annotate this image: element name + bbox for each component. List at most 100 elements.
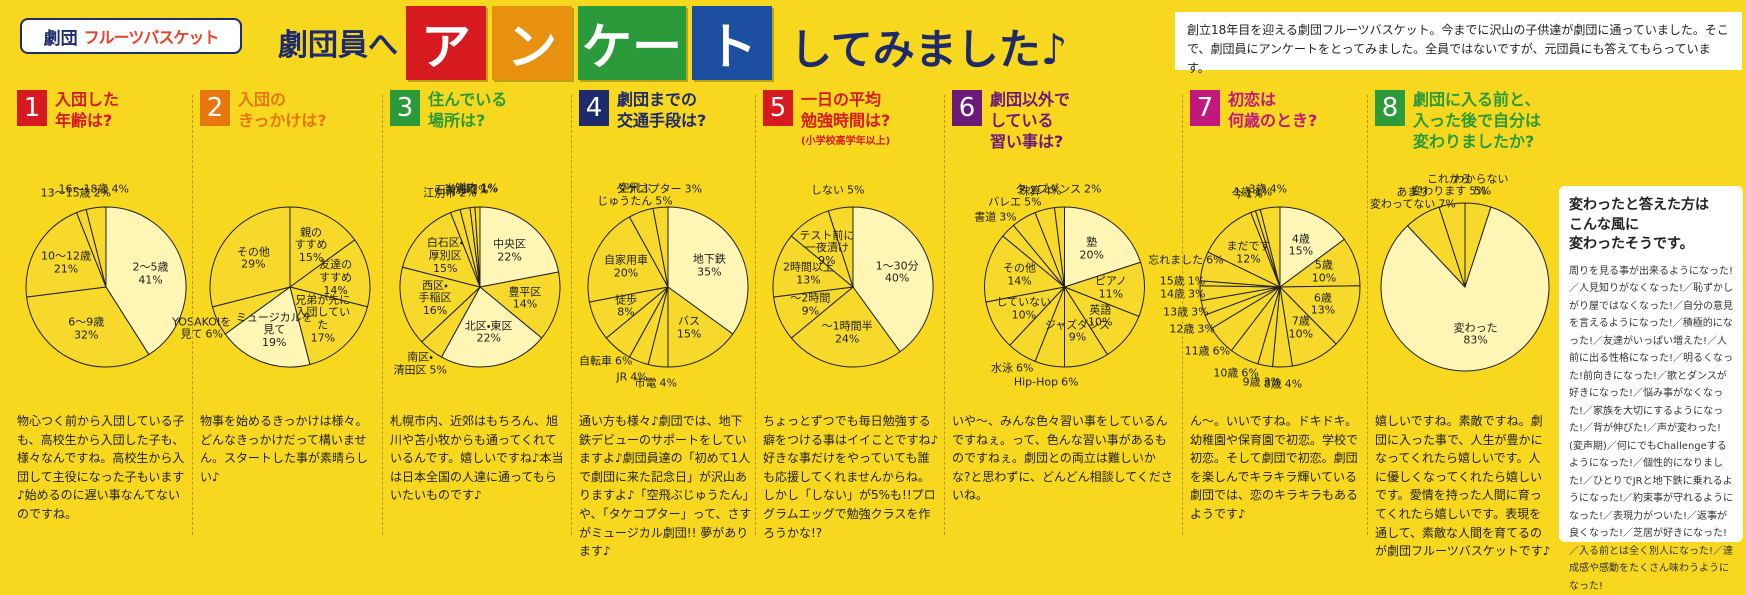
slice-category: ピアノ bbox=[1094, 274, 1127, 288]
slice-value: 3% bbox=[1187, 287, 1206, 301]
slice-value: 21% bbox=[53, 262, 79, 276]
pie-slice bbox=[289, 206, 356, 288]
comment: ちょっとずつでも毎日勉強する癖をつける事はイイことですね♪好きな事だけをやってい… bbox=[763, 414, 939, 540]
slice-category: ～1時間半 bbox=[821, 319, 873, 333]
slice-value: 6% bbox=[1061, 375, 1079, 389]
slice-category: 14歳 bbox=[1159, 287, 1185, 301]
slice-label: 6～9歳 32% bbox=[68, 316, 104, 341]
question-column: 4 劇団までの 交通手段は? 地下鉄 35% バス 15% 市電 4% JR 4% 自転車 6% 徒歩 8… bbox=[579, 90, 757, 558]
pie-chart bbox=[587, 206, 749, 368]
slice-category: バレエ bbox=[988, 195, 1022, 209]
slice-label: 石狩市 2% bbox=[434, 183, 489, 198]
slice-category: 塾 bbox=[1086, 235, 1098, 249]
slice-category: 16～18歳 bbox=[58, 182, 109, 196]
question-head: 5 一日の平均 勉強時間は? bbox=[763, 90, 943, 132]
side-title: 変わったと答えた方は こんな風に 変わったそうです。 bbox=[1569, 197, 1709, 253]
slice-value: 29% bbox=[241, 257, 266, 271]
slice-category: その他 bbox=[1003, 261, 1037, 275]
headline-blocks: ア ン ケー ト bbox=[406, 6, 772, 80]
slice-category: 石狩市 bbox=[434, 183, 468, 197]
slice-value: 2% bbox=[459, 186, 477, 200]
slice-category: Hip-Hop bbox=[1013, 375, 1059, 389]
slice-label: 南区・ 清田区 5% bbox=[393, 351, 446, 376]
question-number: 5 bbox=[763, 90, 793, 126]
slice-label: タップダンス 2% bbox=[1015, 182, 1102, 196]
slice-value: 1% bbox=[480, 182, 499, 196]
question-column: 1 入団した 年齢は? 2～5歳 41% 6～9歳 32% 10～12歳 21% 13～15歳 2… bbox=[17, 90, 195, 548]
slice-category: まだです bbox=[1226, 239, 1271, 253]
comment: いや～、みんな色々習い事をしているんですねぇ。って、色んな習い事があるものですね… bbox=[952, 414, 1173, 503]
pie-slice bbox=[852, 206, 934, 353]
slice-category: 白石区・ 厚別区 bbox=[426, 236, 464, 262]
slice-label: 15歳 1% bbox=[1160, 275, 1205, 289]
pie-slice bbox=[479, 206, 560, 288]
slice-category: 豊平区 bbox=[508, 284, 542, 298]
slice-category: 10歳 bbox=[1213, 366, 1239, 380]
slice-value: 14% bbox=[512, 297, 538, 311]
slice-value: 2% bbox=[470, 183, 489, 197]
slice-category: 4歳 bbox=[1291, 231, 1310, 245]
slice-label: 10～12歳 21% bbox=[41, 249, 92, 276]
slice-category: 友達の すすめ bbox=[319, 258, 353, 284]
question-column: 2 入団の きっかけは? 親の すすめ 15% 友達の すすめ 14% 兄弟が先に 入団して… bbox=[172, 90, 380, 548]
comment: 嬉しいですね。素敵ですね。劇団に入った事で、人生が豊かになってくれたら嬉しいです… bbox=[1375, 414, 1551, 559]
slice-value: 6% bbox=[615, 354, 633, 368]
slice-value: 3% bbox=[1197, 322, 1215, 336]
slice-value: 22% bbox=[497, 250, 522, 264]
slice-label: これから 変わります 5% bbox=[1411, 172, 1486, 198]
slice-value: 1% bbox=[1254, 185, 1273, 199]
pie-chart bbox=[984, 206, 1145, 368]
slice-value: 2% bbox=[1084, 182, 1102, 196]
page: 劇団員アンケート html, body { margin: 0; padding… bbox=[17, 6, 1743, 592]
slice-label: 10歳 6% bbox=[1213, 366, 1258, 381]
slice-value: 5% bbox=[655, 194, 673, 208]
slice-category: 5歳 bbox=[1314, 258, 1333, 272]
slice-label: 2～5歳 41% bbox=[133, 261, 169, 286]
slice-category: 3歳 bbox=[1248, 182, 1267, 196]
slice-label: 白石区・ 厚別区 15% bbox=[427, 237, 464, 275]
side-body: 周りを見る事が出来るようになった!／人見知りがなくなった!／恥ずかしがり屋ではな… bbox=[1569, 265, 1734, 592]
pie-chart bbox=[399, 206, 561, 368]
pie-slice bbox=[25, 211, 107, 298]
pie-slice bbox=[1380, 206, 1550, 372]
slice-value: 4% bbox=[1043, 185, 1062, 199]
slice-value: 32% bbox=[74, 327, 99, 341]
slice-category: 親の すすめ bbox=[294, 225, 328, 252]
question-subtitle: (小学校高学年以上) bbox=[801, 136, 891, 147]
slice-value: 10% bbox=[1088, 315, 1113, 329]
question-column: 6 劇団以外で している 習い事は? 塾 20% ピアノ 11% 英語 10% ジャズダンス 9%… bbox=[952, 90, 1177, 548]
slice-category: タケコプター bbox=[615, 182, 682, 196]
slice-value: 3% bbox=[999, 210, 1017, 224]
pie-slice bbox=[984, 235, 1066, 303]
pie-slice bbox=[401, 211, 481, 288]
slice-label: 自転車 6% bbox=[579, 354, 633, 369]
question-column: 3 住んでいる 場所は? 中央区 22% 豊平区 14% 北区・東区 22% 南区・ 清田区 5%… bbox=[390, 90, 570, 548]
slice-value: 4% bbox=[111, 182, 129, 196]
slice-value: 6% bbox=[205, 327, 223, 341]
slice-value: 17% bbox=[310, 331, 336, 345]
slice-value: 16% bbox=[422, 303, 448, 317]
slice-label: 友達の すすめ 14% bbox=[319, 259, 352, 297]
slice-value: 12% bbox=[1236, 251, 1261, 265]
slice-label: 書道 3% bbox=[974, 210, 1017, 225]
slice-label: ピアノ 11% bbox=[1094, 274, 1127, 301]
slice-value: 40% bbox=[884, 271, 910, 285]
question-head: 8 劇団に入る前と、 入った後で自分は変わりましたか? bbox=[1375, 90, 1555, 152]
slice-value: 3% bbox=[1263, 375, 1282, 389]
slice-label: 兄弟が先に 入団していた 17% bbox=[294, 294, 351, 346]
slice-value: 5% bbox=[429, 363, 447, 377]
pie-chart bbox=[1199, 206, 1361, 368]
slice-label: あまり 変わってない 7% bbox=[1370, 185, 1456, 211]
slice-value: 4% bbox=[1269, 182, 1288, 196]
pie-slice bbox=[667, 286, 734, 368]
headline-block: ア bbox=[406, 6, 486, 80]
question-column: 8 劇団に入る前と、 入った後で自分は変わりましたか? わからない5% 変わった 83%… bbox=[1370, 90, 1555, 558]
separator bbox=[755, 95, 756, 535]
slice-label: 11歳 6% bbox=[1185, 345, 1230, 359]
slice-category: 道内 bbox=[455, 182, 478, 196]
slice-value: 10% bbox=[1311, 271, 1337, 285]
pie-chart bbox=[772, 206, 934, 368]
question-number: 3 bbox=[390, 90, 420, 126]
pie-chart bbox=[1380, 202, 1550, 372]
slice-category: 10～12歳 bbox=[41, 249, 92, 263]
